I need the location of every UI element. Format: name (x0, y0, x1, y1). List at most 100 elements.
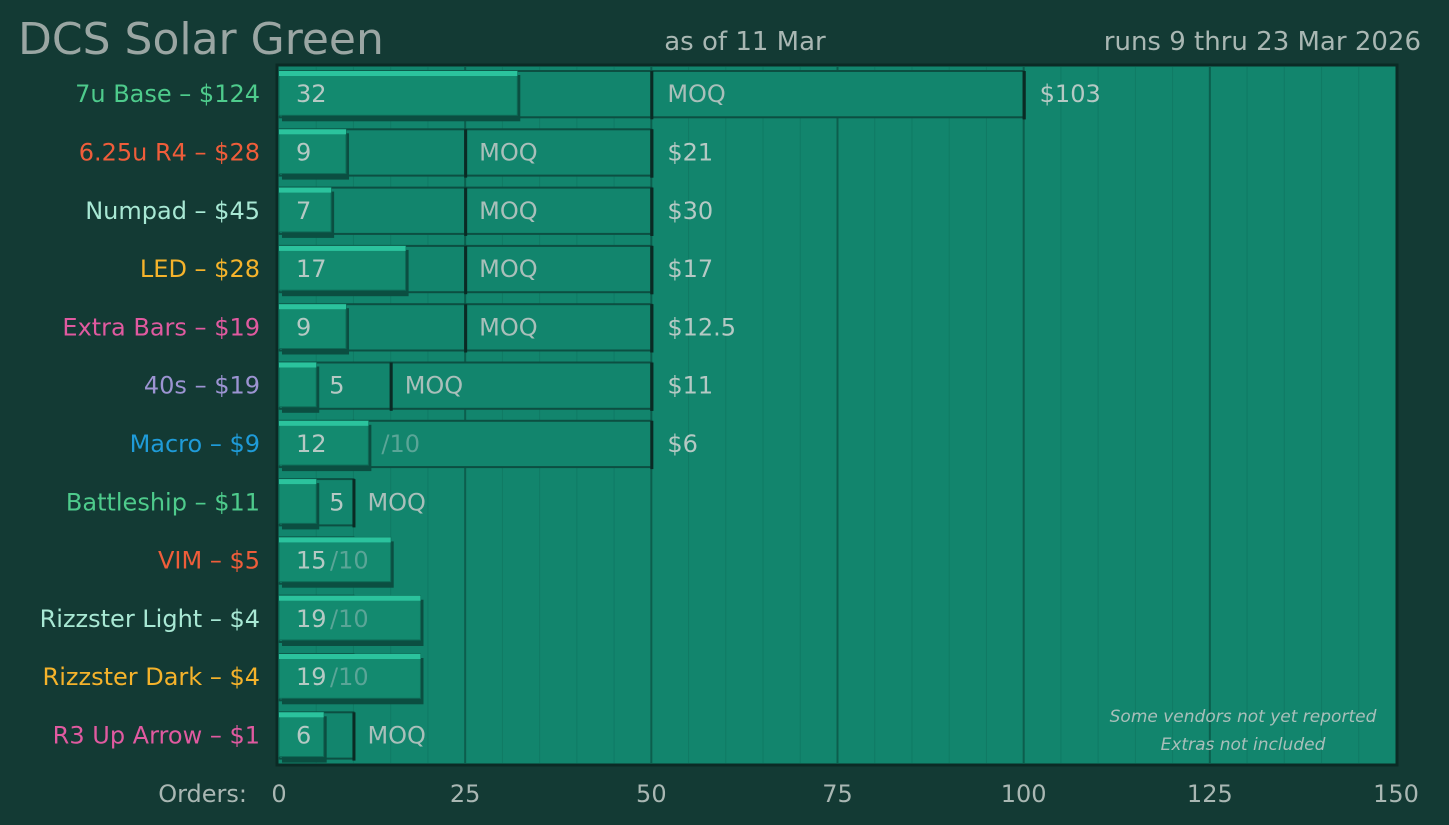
bar-row: 5 MOQ (278, 478, 426, 530)
segment-divider (650, 362, 654, 411)
segment-divider (650, 187, 654, 236)
moq-badge: MOQ (367, 488, 426, 516)
chart-title: DCS Solar Green (18, 14, 384, 65)
order-bar-highlight (279, 537, 391, 543)
bar-row: 7 MOQ $30 (278, 186, 713, 238)
order-bar (278, 187, 332, 233)
x-tick-label: 100 (1001, 780, 1047, 808)
price-break-segment (464, 244, 653, 294)
order-bar-highlight (279, 71, 518, 76)
bar-row: 17 MOQ $17 (278, 244, 713, 297)
order-bar (278, 362, 317, 408)
bars-layer: 32 MOQ $103 9 MOQ $21 7 MOQ $30 17 MOQ $17 9 MOQ $12.5… (278, 70, 1101, 763)
category-label: Battleship – $11 (66, 488, 260, 516)
order-bar-highlight (279, 245, 406, 251)
bar-row: 6 MOQ (278, 711, 426, 763)
bar-row: 9 MOQ $12.5 (278, 303, 736, 355)
price-label: $12.5 (667, 313, 736, 341)
order-value-label: 15 (296, 547, 327, 575)
moq-badge: MOQ (479, 138, 537, 166)
moq-badge: MOQ (367, 721, 426, 749)
bar-row: 19/10 (278, 653, 424, 705)
order-value-label: 19 (296, 663, 327, 691)
order-bar-highlight (279, 362, 317, 368)
moq-badge: MOQ (479, 313, 537, 341)
order-bar-highlight (279, 304, 347, 310)
order-bar-highlight (279, 420, 369, 426)
category-label: Extra Bars – $19 (62, 313, 260, 341)
order-value-label: 19 (296, 605, 327, 633)
x-tick-label: 25 (450, 780, 481, 808)
order-bar-highlight (279, 654, 421, 659)
order-bar (278, 420, 369, 466)
order-bar-highlight (279, 479, 317, 485)
order-bar (278, 711, 325, 758)
as-of-date: as of 11 Mar (664, 27, 826, 57)
moq-badge: MOQ (479, 197, 537, 225)
segment-divider (352, 712, 356, 761)
order-bar (278, 653, 421, 699)
price-label: $21 (667, 138, 713, 166)
price-label: $103 (1040, 80, 1101, 108)
order-bar (278, 245, 407, 291)
segment-divider (389, 362, 393, 411)
category-label: Numpad – $45 (85, 197, 260, 225)
note-vendors: Some vendors not yet reported (1110, 707, 1377, 727)
order-value-label: 12 (296, 430, 327, 458)
category-labels: 7u Base – $124 6.25u R4 – $28 Numpad – $45… (40, 80, 260, 749)
price-label: $6 (667, 430, 698, 458)
segment-divider (464, 245, 468, 295)
order-bar-highlight (279, 187, 332, 193)
segment-divider (650, 420, 654, 470)
axis-prefix: Orders: (158, 780, 247, 808)
order-value-label: 9 (296, 138, 311, 166)
category-label: Rizzster Light – $4 (40, 605, 260, 633)
x-axis-ticks: 0 25 50 75 100 125 150 (271, 780, 1419, 808)
grid-lines (315, 67, 1360, 763)
price-break-segment (464, 128, 653, 177)
segment-divider (650, 245, 654, 295)
segment-divider (464, 187, 468, 236)
order-bar-highlight (279, 129, 347, 135)
moq-target-label: /10 (381, 430, 420, 458)
category-label: LED – $28 (140, 255, 260, 283)
category-label: 7u Base – $124 (75, 80, 260, 108)
x-tick-label: 75 (822, 780, 853, 808)
category-label: Rizzster Dark – $4 (43, 663, 260, 691)
moq-badge: MOQ (479, 255, 537, 283)
moq-badge: MOQ (667, 80, 726, 108)
order-bar-highlight (279, 595, 421, 601)
category-label: VIM – $5 (158, 547, 260, 575)
segment-divider (650, 129, 654, 178)
order-bar-highlight (279, 712, 324, 718)
category-label: 40s – $19 (144, 372, 260, 400)
category-label: Macro – $9 (130, 430, 260, 458)
x-tick-label: 50 (636, 780, 667, 808)
order-bar (278, 128, 347, 175)
order-value-label: 5 (329, 372, 344, 400)
order-value-label: 6 (296, 721, 311, 749)
order-value-label: 9 (296, 313, 311, 341)
category-label: R3 Up Arrow – $1 (53, 721, 260, 749)
order-bar (278, 70, 518, 116)
bar-row: 12/10 $6 (278, 419, 698, 472)
segment-divider (650, 304, 654, 353)
moq-badge: MOQ (405, 372, 464, 400)
segment-divider (352, 479, 356, 528)
x-tick-label: 0 (271, 780, 286, 808)
moq-target-label: /10 (330, 547, 369, 575)
bar-row: 15/10 (278, 536, 394, 588)
order-bar (278, 536, 392, 583)
x-tick-label: 125 (1187, 780, 1233, 808)
moq-target-label: /10 (330, 605, 369, 633)
order-bar (278, 595, 421, 641)
category-label: 6.25u R4 – $28 (79, 138, 260, 166)
order-value-label: 32 (296, 80, 327, 108)
bar-row: 32 MOQ $103 (278, 70, 1101, 122)
price-label: $17 (667, 255, 713, 283)
order-value-label: 17 (296, 255, 327, 283)
order-value-label: 7 (296, 197, 311, 225)
segment-divider (464, 129, 468, 178)
order-value-label: 5 (329, 488, 344, 516)
